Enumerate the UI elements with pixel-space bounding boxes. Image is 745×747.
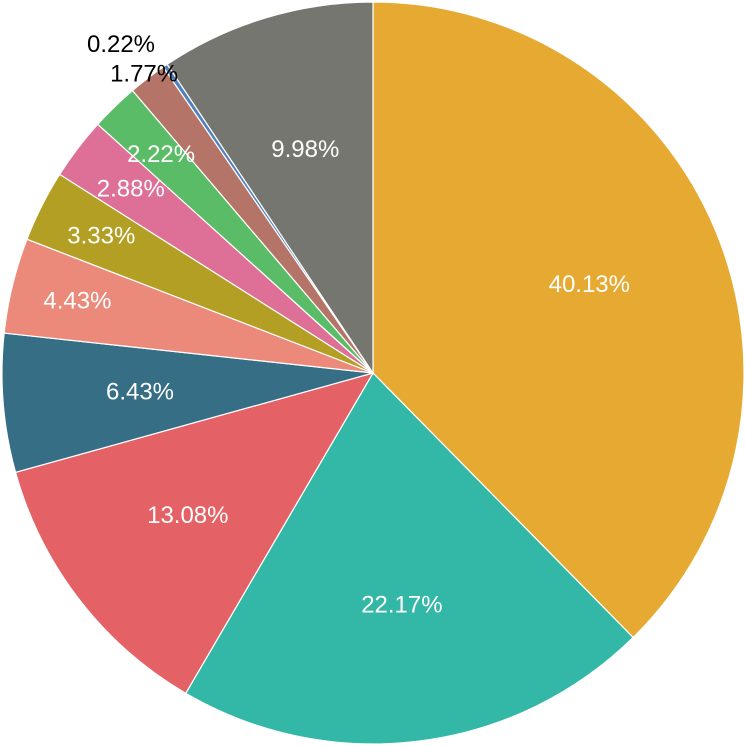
pie-labels: 40.13% 22.17% 13.08% 6.43% 4.43% 3.33% 2.88% 2.… [43, 31, 630, 619]
pie-slice-1 [184, 372, 635, 745]
pie-slice-2 [14, 372, 375, 695]
pie-slice-3 [1, 332, 374, 474]
pie-label-5: 3.33% [67, 223, 135, 250]
pie-label-9: 0.22% [87, 31, 155, 58]
pie-label-2: 13.08% [147, 502, 228, 529]
pie-label-1: 22.17% [361, 591, 442, 618]
pie-label-4: 4.43% [43, 288, 111, 315]
pie-label-6: 2.88% [97, 175, 165, 202]
pie-label-10: 9.98% [271, 136, 339, 163]
pie-label-0: 40.13% [549, 271, 630, 298]
pie-slice-0 [372, 1, 745, 639]
pie-label-7: 2.22% [127, 141, 195, 168]
pie-slice-10 [166, 1, 374, 375]
pie-label-3: 6.43% [106, 379, 174, 406]
pie-label-8: 1.77% [110, 61, 178, 88]
